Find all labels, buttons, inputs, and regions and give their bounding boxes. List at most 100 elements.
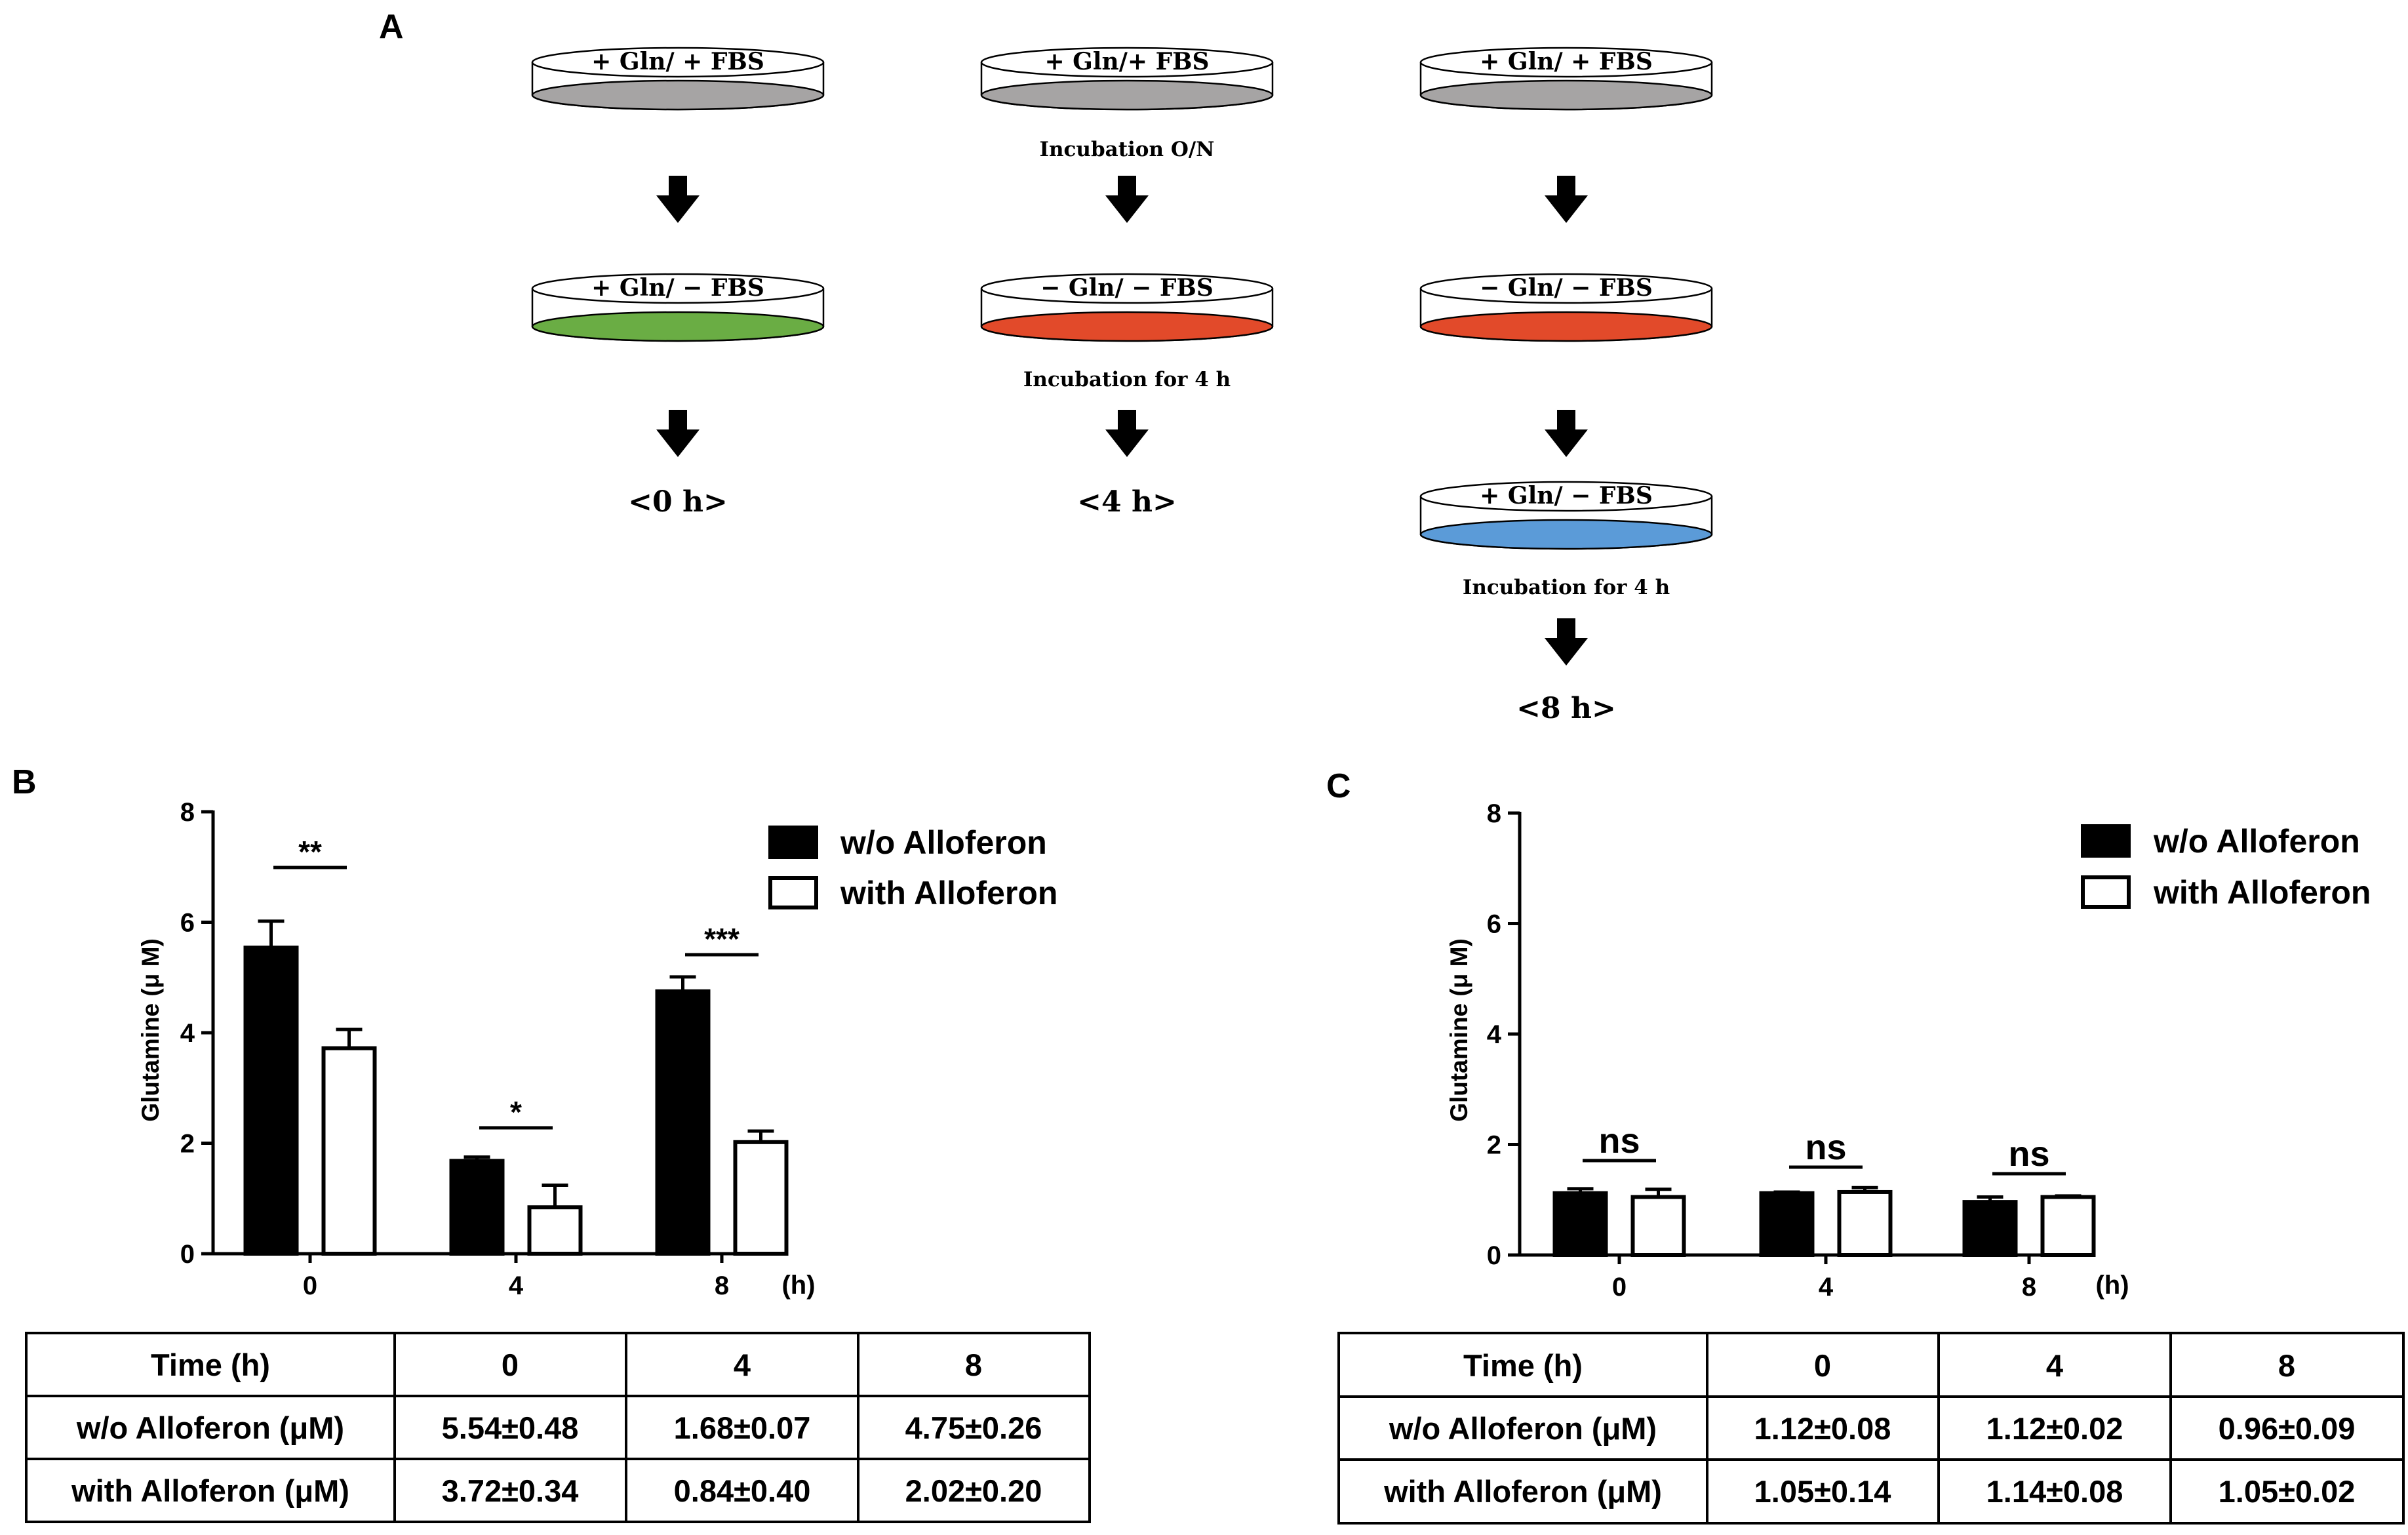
table-cell: 3.72±0.34 xyxy=(442,1473,579,1508)
significance-annotations: ****** xyxy=(273,835,759,1130)
time-point-label: <0 h> xyxy=(628,485,728,519)
incubation-label: Incubation for 4 h xyxy=(1463,576,1670,599)
dish-label: + Gln/ − FBS xyxy=(591,274,764,302)
culture-dish: + Gln/+ FBS xyxy=(980,47,1274,111)
legend-label-without: w/o Alloferon xyxy=(840,824,1047,861)
incubation-label: Incubation O/N xyxy=(1040,138,1215,161)
x-axis-unit: (h) xyxy=(781,1271,815,1300)
dish-label: + Gln/ + FBS xyxy=(591,48,764,75)
table-cell: 0.84±0.40 xyxy=(674,1473,811,1508)
panel-c: C Glutamine (μ M) 0 2 4 6 8 ns ns ns 0 4 8 (h) w… xyxy=(1326,767,2405,1525)
y-tick-label: 4 xyxy=(180,1019,195,1048)
table-cell: 1.05±0.14 xyxy=(1754,1474,1891,1509)
x-axis-unit: (h) xyxy=(2095,1271,2129,1300)
dish-label: + Gln/+ FBS xyxy=(1044,48,1209,75)
table-header-cell: Time (h) xyxy=(151,1347,270,1382)
significance-label: *** xyxy=(704,922,740,956)
x-tick-label: 4 xyxy=(1819,1273,1834,1302)
y-tick-label: 2 xyxy=(180,1130,195,1159)
table-header-cell: 4 xyxy=(734,1347,751,1382)
table-header-cell: 0 xyxy=(502,1347,519,1382)
bar xyxy=(655,989,711,1256)
table-header-cell: 4 xyxy=(2046,1348,2063,1383)
y-axis-ticks: 0 2 4 6 8 xyxy=(1487,799,1520,1270)
workflow-column-0h: + Gln/ + FBS + Gln/ − FBS <0 h> xyxy=(531,47,825,519)
x-tick-label: 8 xyxy=(715,1271,729,1300)
table-header-cell: 8 xyxy=(2278,1348,2295,1383)
table-cell: 4.75±0.26 xyxy=(905,1410,1042,1445)
culture-dish: + Gln/ − FBS xyxy=(1419,481,1713,550)
culture-dish: − Gln/ − FBS xyxy=(980,273,1274,342)
table-grid xyxy=(25,1332,1091,1523)
down-arrow-icon xyxy=(1545,410,1588,457)
down-arrow-icon xyxy=(656,410,700,457)
x-axis-tick-labels: 0 4 8 xyxy=(1612,1255,2036,1302)
bar xyxy=(449,1159,505,1256)
table-header-cell: 0 xyxy=(1814,1348,1831,1383)
panel-c-letter: C xyxy=(1326,767,1351,805)
legend-swatch-with xyxy=(2081,875,2131,909)
dish-label: + Gln/ + FBS xyxy=(1480,48,1653,75)
panel-a-workflow: A + Gln/ + FBS + Gln/ − FBS <0 h> xyxy=(379,8,1713,725)
table-cell: 1.68±0.07 xyxy=(674,1410,811,1445)
bar xyxy=(1552,1191,1608,1258)
table-cell: with Alloferon (μM) xyxy=(71,1473,349,1508)
bars xyxy=(1552,1186,2096,1258)
dish-label: − Gln/ − FBS xyxy=(1040,274,1214,302)
legend: w/o Alloferon with Alloferon xyxy=(768,824,1057,911)
table-cell: 1.12±0.08 xyxy=(1754,1411,1891,1446)
table-cell: 1.12±0.02 xyxy=(1986,1411,2123,1446)
panel-a-letter: A xyxy=(379,8,404,46)
significance-annotations: ns ns ns xyxy=(1583,1121,2066,1176)
x-tick-label: 0 xyxy=(1612,1273,1627,1302)
significance-label: ns xyxy=(2008,1134,2049,1174)
data-table: Time (h) 0 4 8 w/o Alloferon (μM) 5.54±0… xyxy=(25,1332,1091,1523)
dish-label: − Gln/ − FBS xyxy=(1480,274,1653,302)
legend-swatch-without xyxy=(2081,824,2131,858)
x-tick-label: 4 xyxy=(509,1271,524,1300)
legend: w/o Alloferon with Alloferon xyxy=(2081,823,2371,911)
bar xyxy=(1630,1195,1686,1257)
down-arrow-icon xyxy=(1545,618,1588,666)
culture-dish: + Gln/ + FBS xyxy=(531,47,825,111)
down-arrow-icon xyxy=(1105,176,1149,223)
significance-label: * xyxy=(510,1095,522,1129)
significance-label: ** xyxy=(298,835,322,869)
panel-b-letter: B xyxy=(12,763,37,801)
table-cell: 2.02±0.20 xyxy=(905,1473,1042,1508)
culture-dish: + Gln/ + FBS xyxy=(1419,47,1713,111)
legend-swatch-without xyxy=(768,826,818,859)
table-cell: 0.96±0.09 xyxy=(2219,1411,2356,1446)
y-tick-label: 8 xyxy=(180,798,195,827)
y-tick-label: 6 xyxy=(180,909,195,938)
y-tick-label: 2 xyxy=(1487,1131,1501,1160)
table-header-cell: 8 xyxy=(965,1347,982,1382)
y-axis-ticks: 0 2 4 6 8 xyxy=(180,798,213,1269)
bar xyxy=(2040,1195,2096,1257)
legend-label-with: with Alloferon xyxy=(2153,874,2371,911)
y-tick-label: 4 xyxy=(1487,1020,1502,1049)
data-table: Time (h) 0 4 8 w/o Alloferon (μM) 1.12±0… xyxy=(1337,1332,2405,1525)
significance-label: ns xyxy=(1598,1121,1640,1161)
y-tick-label: 0 xyxy=(180,1240,195,1269)
bar xyxy=(321,1046,377,1256)
table-cell: 1.14±0.08 xyxy=(1986,1474,2123,1509)
dish-label: + Gln/ − FBS xyxy=(1480,482,1653,509)
x-tick-label: 0 xyxy=(303,1271,317,1300)
table-cell: 5.54±0.48 xyxy=(442,1410,579,1445)
bar xyxy=(527,1205,583,1256)
x-tick-label: 8 xyxy=(2022,1273,2036,1302)
bar xyxy=(1759,1191,1815,1258)
down-arrow-icon xyxy=(1545,176,1588,223)
bar xyxy=(1837,1189,1893,1257)
y-axis-label: Glutamine (μ M) xyxy=(1446,938,1472,1122)
x-axis-tick-labels: 0 4 8 xyxy=(303,1254,729,1300)
y-axis-label: Glutamine (μ M) xyxy=(137,938,164,1122)
table-grid xyxy=(1337,1332,2405,1525)
incubation-label: Incubation for 4 h xyxy=(1023,368,1231,391)
time-point-label: <8 h> xyxy=(1516,692,1616,725)
axes xyxy=(1518,812,2080,1257)
significance-label: ns xyxy=(1805,1128,1846,1167)
